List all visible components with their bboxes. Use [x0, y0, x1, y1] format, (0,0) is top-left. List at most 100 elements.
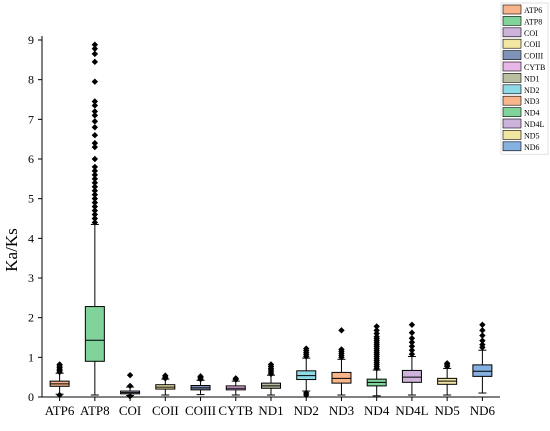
outlier-point — [91, 171, 99, 179]
box-coiii — [190, 373, 211, 396]
x-tick-label: COI — [119, 403, 141, 418]
outlier-point — [479, 327, 486, 334]
legend-swatch — [502, 130, 522, 140]
legend-label: COII — [524, 40, 541, 49]
legend-swatch — [502, 107, 522, 117]
outlier-point — [91, 155, 99, 163]
outlier-point — [232, 375, 239, 382]
outlier-point — [91, 203, 99, 210]
legend-item-nd3: ND3 — [502, 95, 540, 106]
box-body — [401, 369, 422, 383]
outlier-point — [91, 215, 99, 222]
outlier-point — [91, 45, 99, 52]
y-tick-label: 4 — [28, 231, 34, 245]
legend-item-nd2: ND2 — [502, 84, 540, 95]
box-nd1 — [261, 361, 281, 396]
box-nd5 — [437, 360, 458, 396]
outlier-point — [479, 332, 486, 339]
legend-item-nd4: ND4 — [502, 107, 540, 118]
y-tick-label: 8 — [28, 73, 34, 87]
y-axis-label: Ka/Ks — [2, 228, 21, 271]
outlier-point — [91, 124, 99, 131]
y-tick-label: 9 — [28, 33, 34, 47]
legend-item-nd4l: ND4L — [502, 118, 545, 129]
legend-label: ND4L — [524, 120, 545, 129]
legend-item-coii: COII — [502, 38, 541, 49]
box-nd6 — [472, 321, 493, 394]
legend-label: COI — [524, 29, 538, 38]
legend-item-coi: COI — [502, 27, 538, 38]
boxes — [49, 41, 493, 400]
outlier-point — [338, 327, 345, 334]
outlier-point — [91, 163, 99, 171]
outlier-point — [91, 78, 99, 85]
box-cytb — [225, 375, 246, 396]
legend-swatch — [502, 27, 522, 38]
outlier-point — [91, 187, 99, 194]
outlier-point — [373, 323, 380, 330]
legend-swatch — [502, 50, 522, 60]
legend-label: CYTB — [524, 63, 545, 72]
legend-label: ND1 — [524, 74, 540, 83]
axes: 0 1 2 3 4 5 6 7 8 9 ATP6 ATP8 COI COII COIII CYTB ND1 ND2… — [28, 33, 500, 418]
outlier-point — [303, 389, 310, 397]
x-tick-label: ND3 — [329, 403, 354, 418]
outlier-point — [373, 327, 380, 334]
outlier-point — [91, 199, 99, 206]
outlier-point — [91, 58, 99, 66]
outlier-point — [91, 207, 99, 214]
outlier-point — [91, 139, 99, 147]
outlier-point — [91, 98, 99, 105]
outlier-point — [479, 337, 486, 344]
box-body — [84, 306, 105, 362]
box-body — [331, 371, 352, 384]
y-tick-label: 7 — [28, 112, 34, 126]
legend-swatch — [502, 4, 522, 15]
outlier-point — [56, 391, 63, 399]
x-tick-label: COII — [152, 403, 179, 418]
outlier-point — [338, 346, 345, 353]
box-atp6 — [49, 361, 70, 399]
legend-label: ND5 — [524, 131, 540, 140]
outlier-point — [408, 321, 416, 329]
outlier-point — [408, 329, 416, 336]
legend-label: ATP6 — [524, 6, 542, 15]
x-tick-label: ND6 — [470, 403, 496, 418]
y-tick-label: 1 — [28, 350, 34, 364]
outlier-point — [91, 219, 99, 226]
outlier-point — [91, 179, 99, 186]
legend-label: COIII — [524, 52, 543, 61]
legend: ATP6 ATP8 COI COII COIII CYTB ND1 ND2 ND3 ND4 ND4L… — [500, 2, 549, 155]
legend-label: ND4 — [524, 109, 540, 118]
y-tick-label: 0 — [28, 390, 34, 404]
outlier-point — [91, 143, 99, 151]
legend-item-nd6: ND6 — [502, 141, 540, 152]
outlier-point — [267, 361, 275, 368]
outlier-point — [126, 371, 134, 379]
legend-label: ATP8 — [524, 17, 542, 26]
legend-label: ND3 — [524, 97, 540, 106]
outlier-point — [91, 191, 99, 198]
outlier-point — [91, 41, 99, 48]
x-tick-label: ATP6 — [45, 403, 75, 418]
legend-swatch — [502, 118, 522, 129]
legend-label: ND6 — [524, 143, 540, 152]
legend-item-cytb: CYTB — [502, 61, 545, 72]
outlier-point — [91, 102, 99, 109]
legend-swatch — [502, 95, 522, 106]
outlier-point — [91, 175, 99, 183]
box-nd3 — [331, 327, 352, 396]
box-coi — [120, 371, 141, 400]
legend-item-coiii: COIII — [502, 50, 543, 61]
outlier-point — [303, 345, 310, 352]
outlier-point — [91, 108, 99, 115]
y-tick-label: 3 — [28, 271, 34, 285]
outlier-point — [91, 195, 99, 202]
legend-swatch — [502, 141, 522, 152]
x-tick-label: ATP8 — [80, 403, 110, 418]
outlier-point — [56, 361, 63, 368]
box-nd4l — [401, 321, 422, 396]
legend-item-atp8: ATP8 — [502, 16, 542, 26]
x-tick-label: COIII — [185, 403, 216, 418]
